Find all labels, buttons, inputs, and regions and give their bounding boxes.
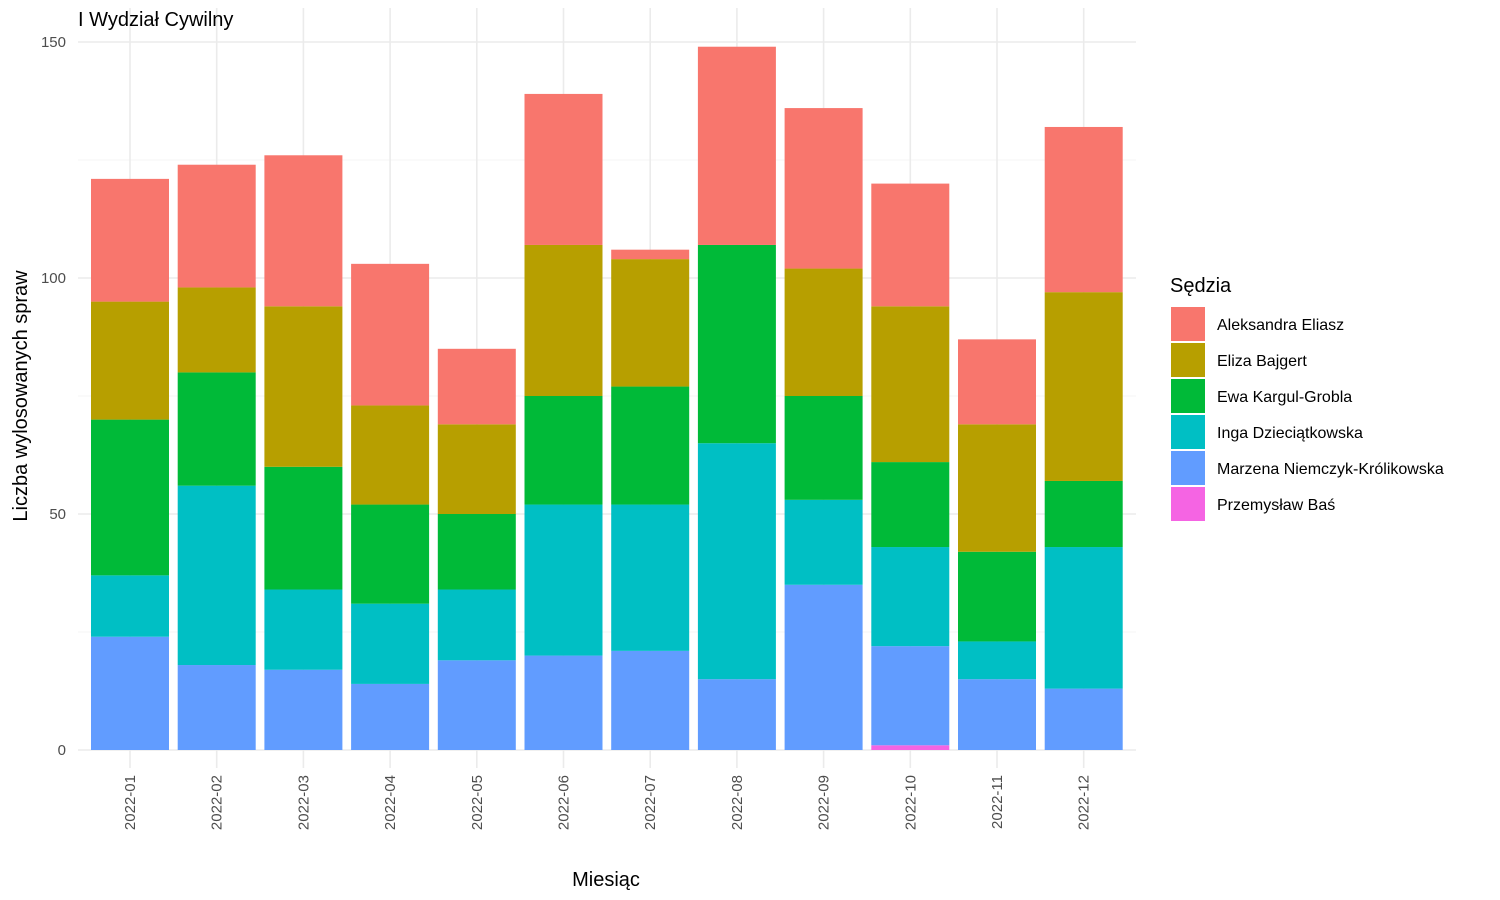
y-axis-ticks: 0 50 100 150: [41, 34, 66, 759]
x-tick-label: 2022-05: [469, 775, 486, 830]
bar-segment: [697, 679, 776, 750]
bar-segment: [524, 655, 603, 750]
bar-segment: [871, 183, 950, 307]
x-tick-label: 2022-04: [382, 775, 399, 830]
x-tick-label: 2022-11: [989, 775, 1006, 829]
bar-segment: [264, 669, 343, 750]
bar-segment: [1044, 480, 1123, 548]
chart-title: I Wydział Cywilny: [78, 9, 233, 31]
bars: [91, 46, 1123, 750]
bar-segment: [91, 636, 169, 750]
x-tick-label: 2022-03: [295, 775, 312, 830]
bar-segment: [784, 396, 863, 500]
y-tick-label: 150: [41, 34, 66, 51]
bar-segment: [437, 589, 516, 661]
y-tick-label: 50: [49, 506, 66, 523]
bar-segment: [611, 650, 690, 750]
legend-swatch: [1171, 379, 1205, 413]
x-tick-label: 2022-01: [122, 775, 139, 830]
x-tick-label: 2022-12: [1076, 775, 1093, 830]
bar-segment: [611, 259, 690, 387]
bar-segment: [958, 679, 1036, 750]
bar-segment: [611, 249, 690, 260]
legend-label: Eliza Bajgert: [1217, 353, 1307, 370]
x-axis-title: Miesiąc: [572, 869, 640, 891]
bar-segment: [784, 499, 863, 585]
bar-segment: [871, 745, 950, 750]
bar-segment: [264, 589, 343, 670]
bar-segment: [437, 348, 516, 425]
bar-segment: [697, 46, 776, 245]
bar-segment: [697, 244, 776, 444]
legend-swatch: [1171, 451, 1205, 485]
bar-segment: [437, 660, 516, 750]
bar-segment: [784, 584, 863, 750]
legend-swatch: [1171, 307, 1205, 341]
bar-segment: [524, 244, 603, 396]
bar-segment: [611, 386, 690, 505]
x-tick-label: 2022-06: [556, 775, 573, 830]
legend-label: Przemysław Baś: [1217, 497, 1335, 514]
bar-segment: [177, 372, 256, 486]
bar-segment: [958, 551, 1036, 642]
bar-segment: [177, 665, 256, 750]
bar-segment: [351, 504, 430, 604]
bar-segment: [871, 306, 950, 463]
bar-segment: [871, 646, 950, 746]
legend: Sędzia Aleksandra Eliasz Eliza Bajgert Ewa…: [1170, 275, 1444, 521]
bar-segment: [351, 263, 430, 406]
bar-segment: [264, 306, 343, 467]
bar-segment: [351, 603, 430, 684]
bar-segment: [958, 424, 1036, 552]
legend-swatch: [1171, 487, 1205, 521]
bar-segment: [1044, 688, 1123, 750]
bar-segment: [177, 485, 256, 666]
bar-segment: [524, 504, 603, 656]
bar-segment: [697, 443, 776, 680]
x-tick-label: 2022-09: [816, 775, 833, 830]
bar-segment: [177, 164, 256, 288]
bar-segment: [91, 575, 169, 637]
x-tick-label: 2022-10: [902, 775, 919, 830]
bar-segment: [611, 504, 690, 651]
bar-segment: [524, 396, 603, 505]
y-tick-label: 0: [58, 742, 66, 759]
bar-segment: [1044, 292, 1123, 481]
bar-segment: [784, 108, 863, 269]
bar-segment: [958, 339, 1036, 425]
bar-segment: [958, 641, 1036, 680]
legend-label: Inga Dzieciątkowska: [1217, 425, 1363, 442]
legend-label: Aleksandra Eliasz: [1217, 317, 1344, 334]
bar-segment: [437, 514, 516, 590]
bar-segment: [437, 424, 516, 514]
legend-title: Sędzia: [1170, 275, 1232, 297]
bar-segment: [871, 462, 950, 548]
bar-segment: [784, 268, 863, 396]
y-axis-title: Liczba wylosowanych spraw: [10, 270, 32, 522]
bar-segment: [1044, 126, 1123, 293]
bar-segment: [264, 466, 343, 590]
x-tick-label: 2022-08: [729, 775, 746, 830]
bar-segment: [91, 301, 169, 420]
legend-swatch: [1171, 415, 1205, 449]
bar-segment: [1044, 547, 1123, 689]
bar-segment: [177, 287, 256, 373]
legend-label: Ewa Kargul-Grobla: [1217, 389, 1352, 406]
x-axis-ticks: 2022-01 2022-02 2022-03 2022-04 2022-05 2022-…: [122, 775, 1093, 830]
legend-swatch: [1171, 343, 1205, 377]
bar-segment: [871, 547, 950, 647]
y-tick-label: 100: [41, 270, 66, 287]
bar-segment: [351, 405, 430, 505]
x-tick-label: 2022-02: [209, 775, 226, 830]
bar-segment: [524, 93, 603, 245]
x-tick-label: 2022-07: [642, 775, 659, 830]
bar-segment: [91, 419, 169, 576]
legend-label: Marzena Niemczyk-Królikowska: [1217, 461, 1444, 478]
bar-segment: [91, 178, 169, 302]
bar-segment: [351, 683, 430, 750]
bar-segment: [264, 155, 343, 307]
